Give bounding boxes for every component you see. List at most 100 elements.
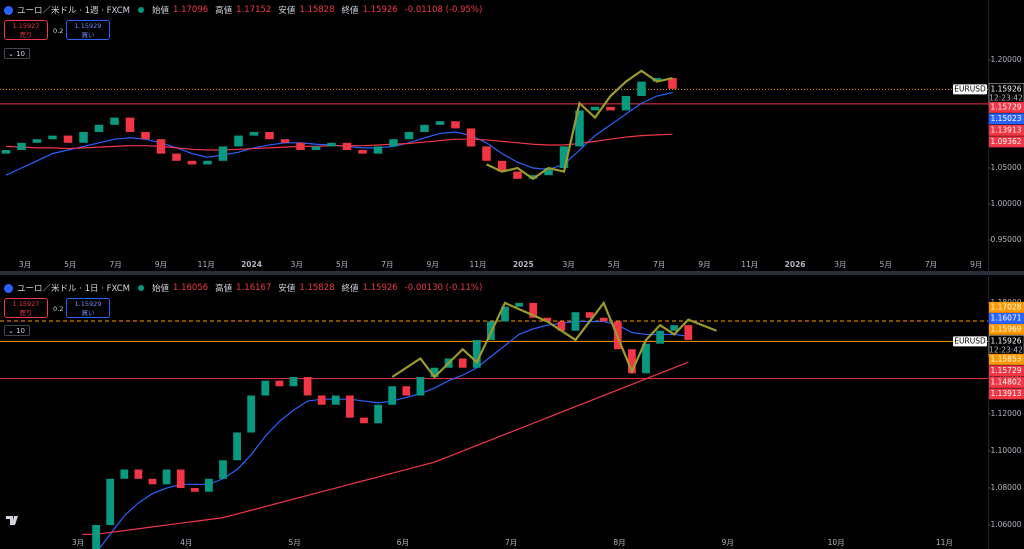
- price-tag: 1.13913: [990, 389, 1021, 398]
- x-tick-label: 3月: [562, 260, 574, 269]
- buy-button[interactable]: 1.15929 買い: [66, 298, 110, 318]
- x-tick-label: 5月: [64, 260, 76, 269]
- candle: [606, 106, 615, 111]
- candle: [172, 153, 181, 161]
- candle: [317, 395, 326, 405]
- candle: [529, 302, 538, 318]
- candle: [265, 132, 274, 140]
- x-tick-label: 7月: [925, 260, 937, 269]
- candle: [652, 78, 662, 82]
- price-tag-bg: [989, 323, 1024, 335]
- y-tick-label: 1.14000: [990, 372, 1021, 381]
- x-tick-label: 11月: [469, 260, 486, 269]
- panel-divider: [0, 271, 1024, 275]
- candle: [515, 302, 523, 307]
- price-tag-bg: [989, 124, 1024, 136]
- symbol-tag: EURUSD: [954, 84, 986, 93]
- price-tag: 1.16071: [990, 313, 1021, 322]
- candle: [543, 317, 552, 322]
- candle: [63, 135, 73, 143]
- candle: [134, 469, 143, 479]
- price-tag: 1.13913: [990, 125, 1021, 134]
- candle: [585, 312, 594, 318]
- candle: [79, 132, 88, 143]
- price-tag: 1.15969: [990, 324, 1021, 333]
- buy-label: 買い: [81, 31, 95, 39]
- price-tag-bg: [989, 353, 1024, 365]
- candle: [296, 142, 305, 151]
- sell-button[interactable]: 1.15927 売り: [4, 298, 48, 318]
- candle: [120, 469, 129, 479]
- candle: [528, 175, 538, 179]
- buy-button[interactable]: 1.15929 買い: [66, 20, 110, 40]
- price-tag-bg: [989, 136, 1024, 148]
- x-tick-label: 3月: [72, 538, 84, 547]
- price-tag-bg: [989, 376, 1024, 388]
- x-tick-label: 2024: [241, 260, 262, 269]
- x-tick-label: 7月: [653, 260, 665, 269]
- candle: [559, 146, 569, 169]
- spread: 0.2: [53, 27, 64, 35]
- candle: [451, 121, 460, 129]
- candle: [466, 128, 476, 147]
- candle: [176, 469, 185, 489]
- candle: [684, 325, 693, 340]
- x-tick-label: 9月: [427, 260, 439, 269]
- candle: [48, 135, 57, 140]
- symbol-icon: [4, 5, 13, 15]
- status-dot: [137, 285, 144, 291]
- candle: [656, 330, 664, 344]
- candle: [125, 117, 135, 133]
- candle: [599, 317, 608, 322]
- x-tick-label: 9月: [970, 260, 982, 269]
- ohlc-value: 1.15828: [299, 283, 335, 293]
- panel-header: ユーロ／米ドル · 1日 · FXCM 始値 1.16056 高値 1.16167 …: [4, 282, 485, 294]
- candle: [92, 525, 100, 549]
- candle: [544, 168, 553, 176]
- y-tick-label: 0.95000: [990, 235, 1021, 244]
- x-tick-label: 11月: [741, 260, 758, 269]
- y-tick-label: 1.10000: [990, 446, 1021, 455]
- buy-price: 1.15929: [74, 300, 102, 308]
- candle: [303, 376, 312, 396]
- indicator-count[interactable]: ⌄ 10: [4, 48, 30, 59]
- x-tick-label: 2026: [785, 260, 806, 269]
- ohlc-label: 終値: [341, 284, 359, 294]
- candle: [190, 488, 199, 492]
- indicator-count[interactable]: ⌄ 10: [4, 325, 30, 336]
- candle: [668, 78, 677, 89]
- candle: [416, 376, 425, 396]
- candle: [590, 106, 600, 111]
- ohlc-value: 1.15926: [362, 283, 398, 293]
- current-price: 1.15926: [990, 84, 1021, 93]
- candle: [110, 117, 119, 125]
- candle: [280, 139, 290, 143]
- y-tick-label: 1.00000: [990, 199, 1021, 208]
- candle: [420, 124, 429, 133]
- candle: [203, 160, 212, 165]
- x-tick-label: 10月: [828, 538, 845, 547]
- candle: [148, 478, 157, 485]
- candle: [628, 349, 636, 374]
- ohlc-value: 1.17152: [236, 5, 272, 15]
- x-tick-label: 7月: [109, 260, 121, 269]
- x-tick-label: 3月: [291, 260, 303, 269]
- ohlc-label: 高値: [215, 284, 233, 294]
- price-tag-bg: [989, 301, 1024, 313]
- y-tick-label: 1.08000: [990, 483, 1021, 492]
- candle: [430, 367, 439, 377]
- ohlc-label: 始値: [151, 284, 169, 294]
- x-tick-label: 5月: [288, 538, 300, 547]
- ohlc-value: 1.16056: [173, 283, 209, 293]
- sell-price: 1.15927: [12, 300, 40, 308]
- candle: [275, 380, 284, 387]
- candle: [218, 146, 228, 161]
- sell-button[interactable]: 1.15927 売り: [4, 20, 48, 40]
- ohlc-label: 安値: [278, 6, 296, 16]
- candle: [342, 142, 352, 151]
- sell-price: 1.15927: [12, 22, 40, 30]
- candle: [501, 306, 509, 322]
- candle: [571, 312, 580, 331]
- buy-price: 1.15929: [74, 22, 102, 30]
